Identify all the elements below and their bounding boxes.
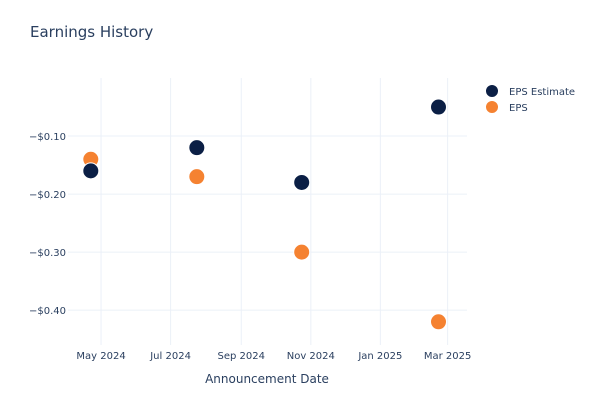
y-tick-label: −$0.30 bbox=[29, 248, 66, 259]
x-tick-label: Nov 2024 bbox=[287, 351, 335, 362]
eps-point[interactable] bbox=[293, 243, 311, 261]
x-tick-label: Mar 2025 bbox=[424, 351, 472, 362]
x-tick-label: Jul 2024 bbox=[149, 351, 191, 362]
x-axis-ticks: May 2024 Jul 2024 Sep 2024 Nov 2024 Jan 2025… bbox=[76, 351, 471, 362]
legend-label: EPS bbox=[509, 103, 528, 114]
eps-point[interactable] bbox=[430, 313, 447, 331]
legend[interactable]: EPS Estimate EPS bbox=[485, 84, 576, 115]
legend-item-eps-estimate[interactable]: EPS Estimate bbox=[485, 84, 576, 99]
eps-estimate-point[interactable] bbox=[82, 162, 100, 180]
legend-marker bbox=[485, 100, 499, 114]
eps-estimate-point[interactable] bbox=[430, 98, 447, 116]
y-axis-ticks: −$0.10 −$0.20 −$0.30 −$0.40 bbox=[29, 132, 66, 317]
x-axis-title: Announcement Date bbox=[205, 372, 329, 386]
grid bbox=[68, 78, 467, 345]
y-tick-label: −$0.40 bbox=[29, 306, 66, 317]
y-tick-label: −$0.20 bbox=[29, 190, 66, 201]
chart-title: Earnings History bbox=[30, 23, 153, 41]
y-tick-label: −$0.10 bbox=[29, 132, 66, 143]
x-tick-label: May 2024 bbox=[76, 351, 125, 362]
x-tick-label: Jan 2025 bbox=[357, 351, 402, 362]
data-points bbox=[82, 98, 447, 331]
legend-marker bbox=[485, 84, 499, 98]
eps-estimate-point[interactable] bbox=[293, 173, 311, 191]
eps-point[interactable] bbox=[188, 168, 206, 186]
x-tick-label: Sep 2024 bbox=[218, 351, 265, 362]
eps-estimate-point[interactable] bbox=[188, 139, 206, 157]
legend-item-eps[interactable]: EPS bbox=[485, 100, 528, 115]
legend-label: EPS Estimate bbox=[509, 87, 575, 98]
